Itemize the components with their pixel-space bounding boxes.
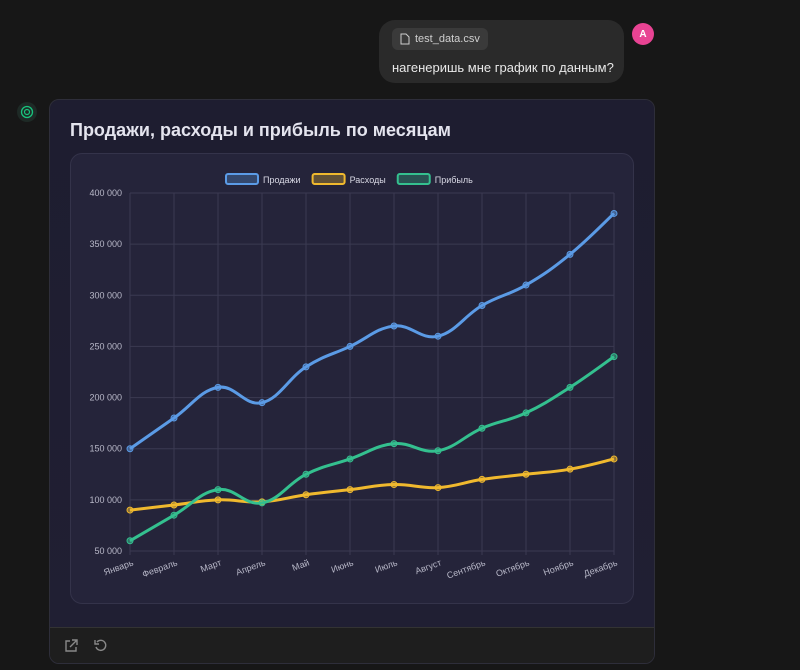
data-point [610,455,618,463]
legend-swatch [311,173,346,185]
y-tick-label: 150 000 [89,444,122,454]
series-line [129,355,615,543]
data-point [434,484,442,492]
series-line [129,212,616,450]
assistant-chart-card: Продажи, расходы и прибыль по месяцам 50… [49,99,655,664]
data-point [346,486,354,494]
openai-logo-icon [17,102,37,122]
legend-swatch [396,173,431,185]
x-tick-label: Май [291,557,311,572]
x-tick-label: Октябрь [494,557,530,578]
y-tick-label: 50 000 [94,546,122,556]
data-point [258,499,266,507]
data-point [522,470,530,478]
data-point [478,302,486,310]
data-point [566,465,574,473]
data-point [522,281,530,289]
x-tick-label: Ноябрь [542,557,575,577]
refresh-icon[interactable] [93,638,109,654]
y-tick-label: 250 000 [89,341,122,351]
user-message-text: нагенеришь мне график по данным? [392,60,614,75]
file-icon [400,33,410,45]
data-point [478,424,486,432]
data-point [522,409,530,417]
x-tick-label: Август [414,557,443,576]
data-point [302,363,310,371]
legend-label: Расходы [350,175,386,185]
x-tick-label: Март [199,557,223,574]
card-toolbar [50,627,654,663]
data-point [346,455,354,463]
y-tick-label: 400 000 [89,188,122,198]
x-tick-label: Январь [102,557,135,577]
data-point [566,250,574,258]
y-tick-label: 200 000 [89,393,122,403]
data-point [566,383,574,391]
external-link-icon[interactable] [63,638,79,654]
legend-label: Прибыль [435,175,473,185]
user-avatar[interactable]: A [632,23,654,45]
x-tick-label: Февраль [141,557,179,579]
y-tick-label: 100 000 [89,495,122,505]
data-point [390,322,398,330]
legend-swatch [225,173,259,185]
series-line [129,457,615,512]
data-point [170,511,178,519]
card-title: Продажи, расходы и прибыль по месяцам [70,120,451,140]
chart-container: 50 000 100 000 150 000 200 000 250 000 300 00… [70,153,634,604]
data-point [126,445,134,453]
data-point [302,491,310,499]
x-tick-label: Апрель [235,557,267,577]
x-tick-label: Декабрь [582,557,619,579]
data-point [258,399,266,407]
data-point [434,332,442,340]
user-message-bubble: test_data.csv нагенеришь мне график по д… [379,20,624,83]
data-point [478,475,486,483]
data-point [610,353,618,361]
legend-label: Продажи [263,175,301,185]
data-point [390,440,398,448]
data-point [126,537,134,545]
data-point [434,447,442,455]
data-point [346,342,354,350]
data-point [126,506,134,514]
y-tick-label: 350 000 [89,239,122,249]
data-point [214,496,222,504]
data-point [610,209,618,217]
y-tick-label: 300 000 [89,290,122,300]
line-chart: 50 000 100 000 150 000 200 000 250 000 300 00… [89,173,619,581]
x-tick-label: Сентябрь [445,557,487,580]
data-point [170,414,178,422]
data-point [390,481,398,489]
data-point [214,383,222,391]
data-point [170,501,178,509]
data-point [214,486,222,494]
file-name: test_data.csv [415,33,480,45]
x-tick-label: Июль [374,557,399,574]
data-point [302,470,310,478]
x-tick-label: Июнь [330,557,355,574]
file-attachment[interactable]: test_data.csv [392,28,488,50]
